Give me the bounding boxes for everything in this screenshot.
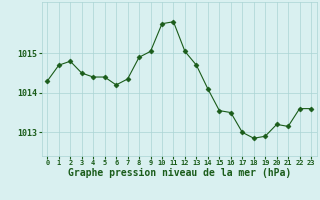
X-axis label: Graphe pression niveau de la mer (hPa): Graphe pression niveau de la mer (hPa) [68, 168, 291, 178]
